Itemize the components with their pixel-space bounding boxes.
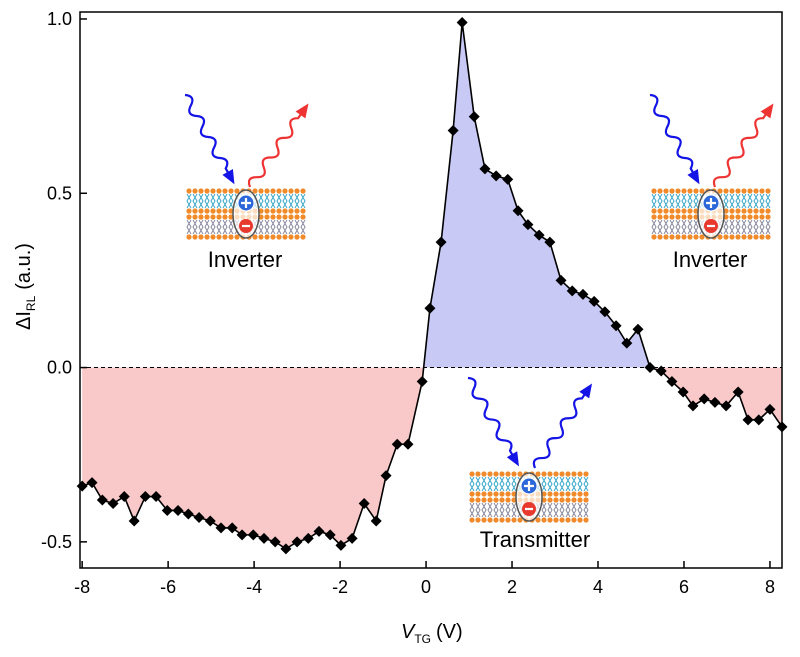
bilayer xyxy=(184,186,308,242)
data-point xyxy=(599,306,611,318)
x-tick-label: 0 xyxy=(421,577,431,597)
data-point xyxy=(644,362,656,374)
y-tick-label: 0.0 xyxy=(47,358,72,378)
y-tick-label: 1.0 xyxy=(47,9,72,29)
data-point xyxy=(204,515,216,527)
area-negative xyxy=(82,367,782,549)
data-point xyxy=(544,236,556,248)
data-point xyxy=(424,302,436,314)
data-point xyxy=(522,219,534,231)
data-point xyxy=(533,229,545,241)
x-tick-label: -4 xyxy=(246,577,262,597)
data-point xyxy=(655,365,667,377)
data-point xyxy=(313,525,325,537)
data-point xyxy=(502,173,514,185)
data-point xyxy=(666,376,678,388)
data-point xyxy=(193,511,205,523)
data-point xyxy=(118,491,130,503)
x-tick-label: 8 xyxy=(765,577,775,597)
data-point xyxy=(258,532,270,544)
data-point xyxy=(456,16,468,28)
annotation: Inverter xyxy=(673,247,748,272)
data-point xyxy=(566,285,578,297)
x-axis-label: VTG (V) xyxy=(401,621,463,646)
incident-wave xyxy=(178,90,241,189)
data-point xyxy=(468,111,480,123)
data-point xyxy=(588,295,600,307)
data-point xyxy=(139,491,151,503)
data-point xyxy=(358,498,370,510)
y-axis-label: ΔIRL(a.u.) xyxy=(13,243,38,330)
data-point xyxy=(226,522,238,534)
data-point xyxy=(709,396,721,408)
data-point xyxy=(621,337,633,349)
data-point xyxy=(555,274,567,286)
incident-wave xyxy=(643,90,706,189)
data-point xyxy=(161,504,173,516)
x-tick-label: -8 xyxy=(74,577,90,597)
emitted-wave xyxy=(708,98,780,192)
inset-inverter-right: Inverter xyxy=(643,90,780,272)
data-point xyxy=(677,386,689,398)
data-point xyxy=(370,515,382,527)
bilayer xyxy=(649,186,773,242)
data-point xyxy=(107,498,119,510)
y-tick-label: 0.5 xyxy=(47,183,72,203)
data-point xyxy=(764,403,776,415)
data-point xyxy=(236,529,248,541)
data-point xyxy=(128,515,140,527)
data-point xyxy=(182,508,194,520)
plot-frame xyxy=(79,11,783,569)
data-point xyxy=(96,494,108,506)
data-point xyxy=(302,532,314,544)
bilayer xyxy=(467,469,591,525)
annotation: Inverter xyxy=(208,247,283,272)
data-point xyxy=(291,536,303,548)
data-point xyxy=(698,393,710,405)
data-point xyxy=(687,400,699,412)
data-point xyxy=(479,163,491,175)
data-point xyxy=(512,205,524,217)
data-point xyxy=(577,288,589,300)
data-point xyxy=(324,529,336,541)
data-point xyxy=(269,536,281,548)
inset-transmitter: Transmitter xyxy=(461,373,599,552)
emitted-wave xyxy=(243,98,315,192)
y-tick-label: -0.5 xyxy=(41,532,72,552)
data-point xyxy=(86,477,98,489)
data-point xyxy=(742,414,754,426)
data-point xyxy=(215,522,227,534)
x-tick-label: 2 xyxy=(507,577,517,597)
transmitted-wave xyxy=(528,378,599,473)
data-point xyxy=(490,170,502,182)
plot-area: -0.5 0.0 0.5 1.0 -8 -6 -4 -2 0 2 4 6 8 xyxy=(41,9,788,597)
annotation: Transmitter xyxy=(480,527,590,552)
incident-wave xyxy=(461,373,526,471)
data-point xyxy=(447,125,459,137)
data-point xyxy=(416,376,428,388)
data-point xyxy=(335,539,347,551)
data-point xyxy=(247,529,259,541)
data-point xyxy=(280,543,292,555)
data-point xyxy=(346,532,358,544)
data-point xyxy=(435,236,447,248)
data-point xyxy=(380,470,392,482)
x-tick-label: -6 xyxy=(160,577,176,597)
data-point xyxy=(391,438,403,450)
x-tick-label: 6 xyxy=(679,577,689,597)
data-point xyxy=(720,400,732,412)
x-tick-label: -2 xyxy=(332,577,348,597)
data-point xyxy=(150,491,162,503)
data-point xyxy=(402,438,414,450)
data-point xyxy=(172,504,184,516)
x-tick-label: 4 xyxy=(593,577,603,597)
data-point xyxy=(732,386,744,398)
data-point xyxy=(632,323,644,335)
data-point xyxy=(753,414,765,426)
data-point xyxy=(610,320,622,332)
inset-inverter-left: Inverter xyxy=(178,90,315,272)
